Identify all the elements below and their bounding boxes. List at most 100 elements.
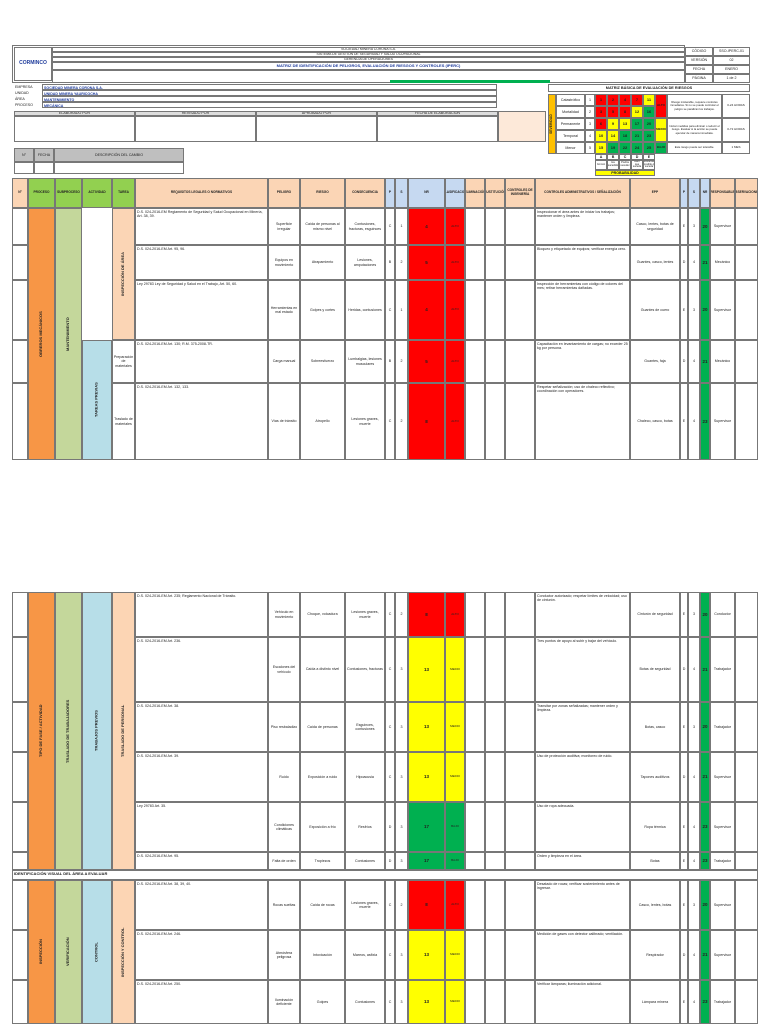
doc-field-label: CÓDIGO <box>685 47 713 56</box>
consequence-cell: Heridas, contusiones <box>345 280 385 340</box>
level-name: MEDIO <box>655 118 667 142</box>
s-residual-cell: 4 <box>688 340 700 383</box>
severity-number: 5 <box>585 142 595 154</box>
risk-cell: Atropello <box>300 383 345 460</box>
s-cell: 3 <box>395 802 408 852</box>
column-header: N° <box>12 178 28 208</box>
probability-letter: B <box>607 154 619 160</box>
nr-cell: 5 <box>408 245 445 280</box>
s-residual-cell: 4 <box>688 980 700 1024</box>
doc-field-value: SSO-IPERC-01 <box>713 47 750 56</box>
s-cell: 2 <box>395 245 408 280</box>
section-label: TIPO DE FASE / ACTIVIDAD <box>28 592 55 870</box>
hazard-cell: Herramientas en mal estado <box>268 280 300 340</box>
s-cell: 3 <box>395 752 408 802</box>
signature-box <box>256 116 377 142</box>
p-residual-cell: D <box>680 637 688 702</box>
severity-number: 3 <box>585 118 595 130</box>
p-cell: B <box>385 245 395 280</box>
matrix-cell: 5 <box>607 106 619 118</box>
s-residual-cell: 3 <box>688 592 700 637</box>
nr-cell: 4 <box>408 280 445 340</box>
legal-cell: D.S. 024-2016-EM Art. 132, 133. <box>135 383 268 460</box>
risk-cell: Caída de personas <box>300 702 345 752</box>
empty-cell <box>465 980 485 1024</box>
p-cell: C <box>385 702 395 752</box>
nr-cell: 13 <box>408 980 445 1024</box>
column-header: ACTIVIDAD <box>82 178 112 208</box>
nr-residual-cell: 23 <box>700 980 710 1024</box>
epp-cell: Botas, casco <box>630 702 680 752</box>
risk-cell: Caída de rocas <box>300 880 345 930</box>
p-residual-cell: D <box>680 340 688 383</box>
section-label: INSPECCIÓN DE ÁREA <box>112 208 135 340</box>
epp-cell: Chaleco, casco, botas <box>630 383 680 460</box>
epp-cell: Casco, lentes, botas <box>630 880 680 930</box>
risk-class: ALTO <box>445 280 465 340</box>
empty-cell <box>505 930 535 980</box>
legal-cell: D.S. 024-2016-EM Art. 250. <box>135 980 268 1024</box>
row-number <box>12 852 28 870</box>
s-cell: 2 <box>395 340 408 383</box>
consequence-cell: Hipoacusia <box>345 752 385 802</box>
epp-cell: Tapones auditivos <box>630 752 680 802</box>
s-residual-cell: 4 <box>688 930 700 980</box>
risk-cell: Exposición a ruido <box>300 752 345 802</box>
risk-cell: Sobreesfuerzo <box>300 340 345 383</box>
column-header: CONSECUENCIA <box>345 178 385 208</box>
nr-residual-cell: 20 <box>700 880 710 930</box>
matrix-cell: 21 <box>631 130 643 142</box>
probability-name: Podría suceder <box>619 160 631 170</box>
field-value: MANTENIMIENTO <box>42 96 497 102</box>
severity-name: Catastrófico <box>556 94 585 106</box>
p-cell: C <box>385 930 395 980</box>
controls-cell: Conductor autorizado; respetar límites d… <box>535 592 630 637</box>
nr-cell: 13 <box>408 637 445 702</box>
empty-cell <box>465 852 485 870</box>
controls-cell: Desatado de rocas; verificar sostenimien… <box>535 880 630 930</box>
resp-cell: Supervisor <box>710 383 735 460</box>
nr-residual-cell: 23 <box>700 802 710 852</box>
p-cell: D <box>385 852 395 870</box>
row-number <box>12 340 28 383</box>
consequence-cell: Mareos, asfixia <box>345 930 385 980</box>
epp-cell: Ropa térmica <box>630 802 680 852</box>
empty-cell <box>485 245 505 280</box>
task-cell: Preparación de materiales <box>112 340 135 383</box>
matrix-cell: 17 <box>631 118 643 130</box>
nr-residual-cell: 23 <box>700 383 710 460</box>
p-residual-cell: E <box>680 280 688 340</box>
empty-cell <box>735 930 758 980</box>
legend-box <box>498 111 546 142</box>
p-residual-cell: E <box>680 880 688 930</box>
empty-cell <box>485 702 505 752</box>
p-cell: C <box>385 383 395 460</box>
column-header: RIESGO <box>300 178 345 208</box>
empty-cell <box>485 980 505 1024</box>
s-residual-cell: 3 <box>688 702 700 752</box>
p-residual-cell: E <box>680 980 688 1024</box>
section-band: IDENTIFICACIÓN VISUAL DEL ÁREA A EVALUAR <box>12 870 758 880</box>
column-header: PROCESO <box>28 178 55 208</box>
column-header: CONTROLES ADMINISTRATIVOS / SEÑALIZACIÓN <box>535 178 630 208</box>
resp-cell: Supervisor <box>710 752 735 802</box>
empty-cell <box>485 802 505 852</box>
row-number <box>12 702 28 752</box>
resp-cell: Trabajador <box>710 852 735 870</box>
consequence-cell: Esguinces, contusiones <box>345 702 385 752</box>
empty-cell <box>465 245 485 280</box>
matrix-cell: 22 <box>619 142 631 154</box>
empty-cell <box>485 880 505 930</box>
risk-class: ALTO <box>445 383 465 460</box>
column-header: SUSTITUCIÓN <box>485 178 505 208</box>
s-residual-cell: 4 <box>688 383 700 460</box>
empty-cell <box>505 852 535 870</box>
area: GERENCIA DE OPERACIONES <box>52 57 685 62</box>
epp-cell: Casco, lentes, botas de seguridad <box>630 208 680 245</box>
change-header: FECHA <box>34 148 54 162</box>
doc-field-value: 02 <box>713 56 750 65</box>
row-number <box>12 592 28 637</box>
controls-cell: Tres puntos de apoyo al subir y bajar de… <box>535 637 630 702</box>
legal-cell: Ley 29783 Ley de Seguridad y Salud en el… <box>135 280 268 340</box>
